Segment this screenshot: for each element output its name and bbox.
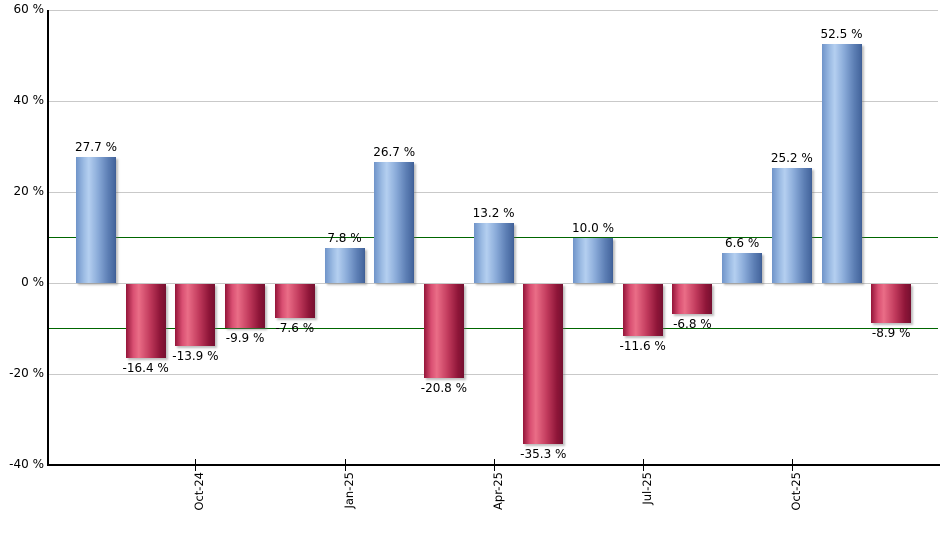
bar-value-label: -20.8 %	[420, 380, 468, 395]
y-axis-tick-label: 40 %	[13, 93, 45, 107]
bar-value-label: 7.8 %	[327, 230, 362, 245]
y-axis-line	[47, 10, 49, 465]
y-axis-tick-label: 20 %	[13, 184, 45, 198]
bar-value-label: 25.2 %	[770, 151, 813, 166]
bar-value-label: -11.6 %	[619, 338, 666, 353]
y-axis-tick-label: 0 %	[21, 275, 44, 289]
bar-value-label: -35.3 %	[520, 446, 567, 461]
x-axis-tick-label: Jan-25	[341, 472, 356, 509]
positive-bar	[76, 156, 116, 283]
negative-bar	[423, 284, 464, 378]
y-gridline	[47, 373, 938, 375]
x-axis-tick-label: Apr-25	[490, 472, 505, 510]
bar-value-label: 26.7 %	[373, 144, 416, 159]
positive-bar	[722, 252, 763, 283]
bar-value-label: 27.7 %	[75, 139, 117, 154]
x-axis-tick-label: Oct-24	[192, 472, 207, 511]
positive-bar	[374, 161, 415, 283]
y-gridline	[47, 191, 938, 193]
y-gridline	[47, 100, 938, 102]
bar-value-label: 6.6 %	[724, 235, 760, 250]
y-axis-tick-label: -20 %	[9, 366, 44, 380]
negative-bar	[225, 284, 266, 329]
bar-value-label: -9.9 %	[225, 331, 265, 346]
bar-value-label: 10.0 %	[572, 220, 614, 235]
negative-bar	[175, 284, 216, 347]
negative-bar	[622, 284, 663, 336]
negative-bar	[125, 284, 166, 358]
negative-bar	[523, 284, 564, 444]
bar-value-label: -16.4 %	[122, 360, 169, 375]
positive-bar	[821, 44, 862, 283]
x-axis-tick	[642, 459, 644, 471]
x-axis-line	[47, 464, 940, 466]
y-gridline	[47, 9, 938, 11]
negative-bar	[274, 284, 315, 318]
y-gridline	[47, 282, 938, 284]
x-axis-tick-label: Jul-25	[639, 472, 654, 505]
positive-bar	[573, 237, 613, 283]
bar-value-label: -7.6 %	[275, 320, 315, 335]
negative-bar	[871, 284, 912, 324]
y-axis-tick-label: 60 %	[13, 2, 45, 16]
x-axis-tick-label: Oct-25	[788, 472, 803, 511]
bar-value-label: -8.9 %	[871, 326, 911, 341]
x-axis-tick	[493, 459, 495, 471]
x-axis-tick	[791, 459, 793, 471]
bar-value-label: 52.5 %	[820, 27, 863, 42]
bar-value-label: 13.2 %	[472, 205, 515, 220]
x-axis-tick	[344, 459, 346, 471]
negative-bar	[672, 284, 713, 314]
positive-bar	[324, 247, 365, 283]
positive-bar	[771, 168, 812, 283]
y-axis-tick-label: -40 %	[9, 457, 44, 471]
positive-bar	[473, 222, 514, 283]
bar-value-label: -6.8 %	[673, 316, 712, 331]
bar-value-label: -13.9 %	[172, 349, 219, 364]
reference-line	[49, 328, 938, 329]
x-axis-tick	[195, 459, 197, 471]
